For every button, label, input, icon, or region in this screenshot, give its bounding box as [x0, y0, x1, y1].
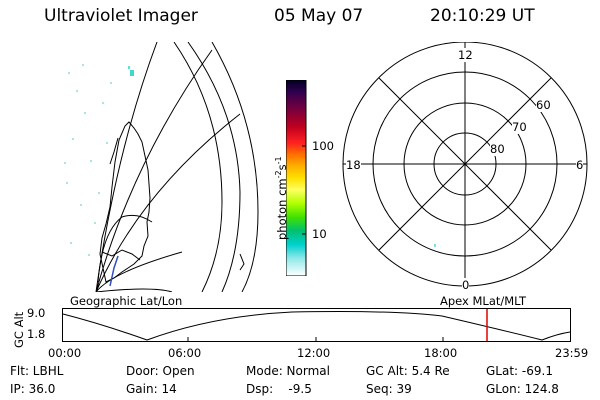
xtick-1200: 12:00 [297, 346, 331, 360]
door-readout: Door: Open [126, 364, 195, 378]
mode-readout: Mode: Normal [246, 364, 330, 378]
ytick-top: 9.0 [27, 306, 46, 320]
filter-readout: Flt: LBHL [10, 364, 64, 378]
glat-readout: GLat: -69.1 [486, 364, 553, 378]
instrument-title: Ultraviolet Imager [44, 6, 198, 26]
altitude-curve [62, 311, 571, 341]
mlat-label-80: 80 [490, 142, 505, 156]
dsp-readout: Dsp: -9.5 [246, 382, 312, 396]
xtick-0600: 06:00 [168, 346, 202, 360]
geographic-label: Geographic Lat/Lon [70, 294, 183, 308]
mlat-label-60: 60 [536, 98, 551, 112]
lat-lon-grid [95, 42, 241, 292]
colorbar-tick-100: 100 [312, 139, 334, 153]
mlt-label-6: 6 [576, 158, 584, 172]
mlt-label-0: 0 [462, 278, 470, 292]
xtick-2359: 23:59 [555, 346, 589, 360]
aurora-speckles [64, 64, 134, 256]
colorbar-unit-label: photon cm-2s-1 [274, 156, 289, 240]
glon-readout: GLon: 124.8 [486, 382, 559, 396]
date-label: 05 May 07 [274, 6, 364, 26]
colorbar-tick-10: 10 [312, 227, 327, 241]
mlat-label-70: 70 [512, 120, 527, 134]
time-label: 20:10:29 UT [430, 6, 535, 26]
altitude-strip-plot [62, 308, 571, 342]
color-scale-bar [286, 80, 307, 276]
gc-alt-axis-label: GC Alt [12, 311, 26, 348]
apex-label: Apex MLat/MLT [440, 294, 527, 308]
mlt-label-12: 12 [458, 48, 473, 62]
gc-alt-readout: GC Alt: 5.4 Re [366, 364, 450, 378]
xtick-0000: 00:00 [48, 346, 82, 360]
seq-readout: Seq: 39 [366, 382, 412, 396]
geographic-image-panel [64, 42, 259, 292]
xtick-1800: 18:00 [424, 346, 458, 360]
polar-mlat-mlt-plot [342, 42, 588, 287]
coastline [99, 121, 151, 283]
ytick-bottom: 1.8 [27, 327, 46, 341]
ip-readout: IP: 36.0 [10, 382, 56, 396]
gain-readout: Gain: 14 [126, 382, 177, 396]
mlt-label-18: 18 [346, 158, 361, 172]
